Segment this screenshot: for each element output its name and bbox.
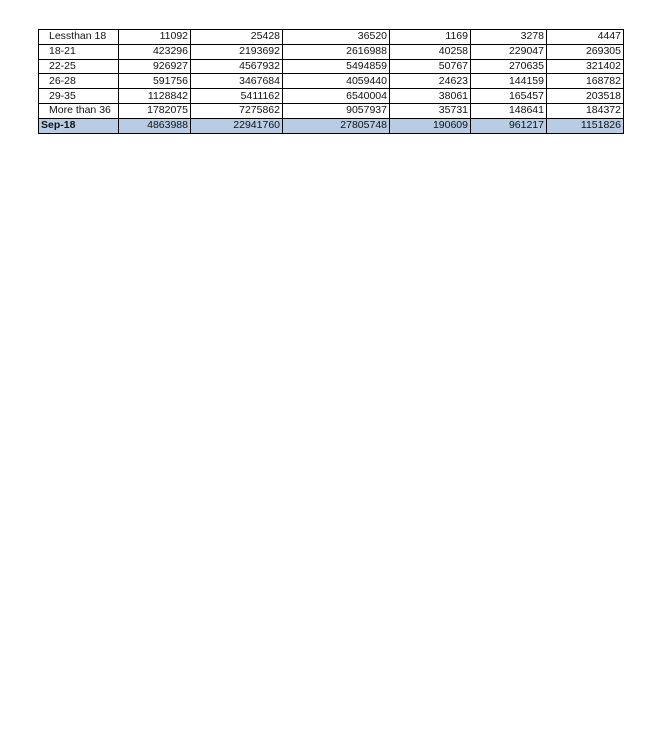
table-cell: 1151826	[546, 117, 624, 134]
table-cell: 22941760	[190, 117, 283, 134]
table-cell: 5494859	[282, 58, 390, 75]
table-cell: 38061	[389, 88, 471, 104]
table-cell: 203518	[546, 88, 624, 104]
row-label: 18-21	[38, 43, 119, 60]
table-cell: 4447	[546, 29, 624, 45]
table-cell: 269305	[546, 43, 624, 60]
table-cell: 926927	[118, 58, 191, 75]
row-label: Lessthan 18	[38, 29, 119, 45]
row-label: More than 36	[38, 102, 119, 119]
table-row: Lessthan 18 11092 25428 36520 1169 3278 4447	[38, 29, 624, 45]
table-row: More than 36 1782075 7275862 9057937 35731 14…	[38, 102, 624, 119]
table-cell: 40258	[389, 43, 471, 60]
table-cell: 1169	[389, 29, 471, 45]
table-cell: 11092	[118, 29, 191, 45]
table-cell: 184372	[546, 102, 624, 119]
table-cell: 2616988	[282, 43, 390, 60]
table-cell: 1128842	[118, 88, 191, 104]
table-cell: 35731	[389, 102, 471, 119]
table-cell: 168782	[546, 73, 624, 90]
table-cell: 4059440	[282, 73, 390, 90]
table-row: 18-21 423296 2193692 2616988 40258 229047 2693…	[38, 43, 624, 60]
table-cell: 2193692	[190, 43, 283, 60]
table-cell: 50767	[389, 58, 471, 75]
row-label: 29-35	[38, 88, 119, 104]
table-cell: 4567932	[190, 58, 283, 75]
table-row: 22-25 926927 4567932 5494859 50767 270635 3214…	[38, 58, 624, 75]
table-cell: 270635	[470, 58, 547, 75]
table-cell: 4863988	[118, 117, 191, 134]
table-cell: 229047	[470, 43, 547, 60]
table-row: 26-28 591756 3467684 4059440 24623 144159 1687…	[38, 73, 624, 90]
table-cell: 144159	[470, 73, 547, 90]
table-cell: 24623	[389, 73, 471, 90]
table-cell: 148641	[470, 102, 547, 119]
table-cell: 5411162	[190, 88, 283, 104]
table-cell: 27805748	[282, 117, 390, 134]
row-label: Sep-18	[38, 117, 119, 134]
table-cell: 190609	[389, 117, 471, 134]
table-cell: 591756	[118, 73, 191, 90]
total-row: Sep-18 4863988 22941760 27805748 190609 96121…	[38, 117, 624, 134]
row-label: 22-25	[38, 58, 119, 75]
row-label: 26-28	[38, 73, 119, 90]
table-cell: 6540004	[282, 88, 390, 104]
table-cell: 165457	[470, 88, 547, 104]
table-cell: 321402	[546, 58, 624, 75]
table-cell: 3467684	[190, 73, 283, 90]
table-cell: 1782075	[118, 102, 191, 119]
table-row: 29-35 1128842 5411162 6540004 38061 165457 203…	[38, 88, 624, 104]
data-table: Lessthan 18 11092 25428 36520 1169 3278 4447 18…	[38, 29, 624, 134]
table-cell: 423296	[118, 43, 191, 60]
table-cell: 7275862	[190, 102, 283, 119]
table-cell: 961217	[470, 117, 547, 134]
table-cell: 9057937	[282, 102, 390, 119]
table-cell: 25428	[190, 29, 283, 45]
table-cell: 36520	[282, 29, 390, 45]
table-cell: 3278	[470, 29, 547, 45]
